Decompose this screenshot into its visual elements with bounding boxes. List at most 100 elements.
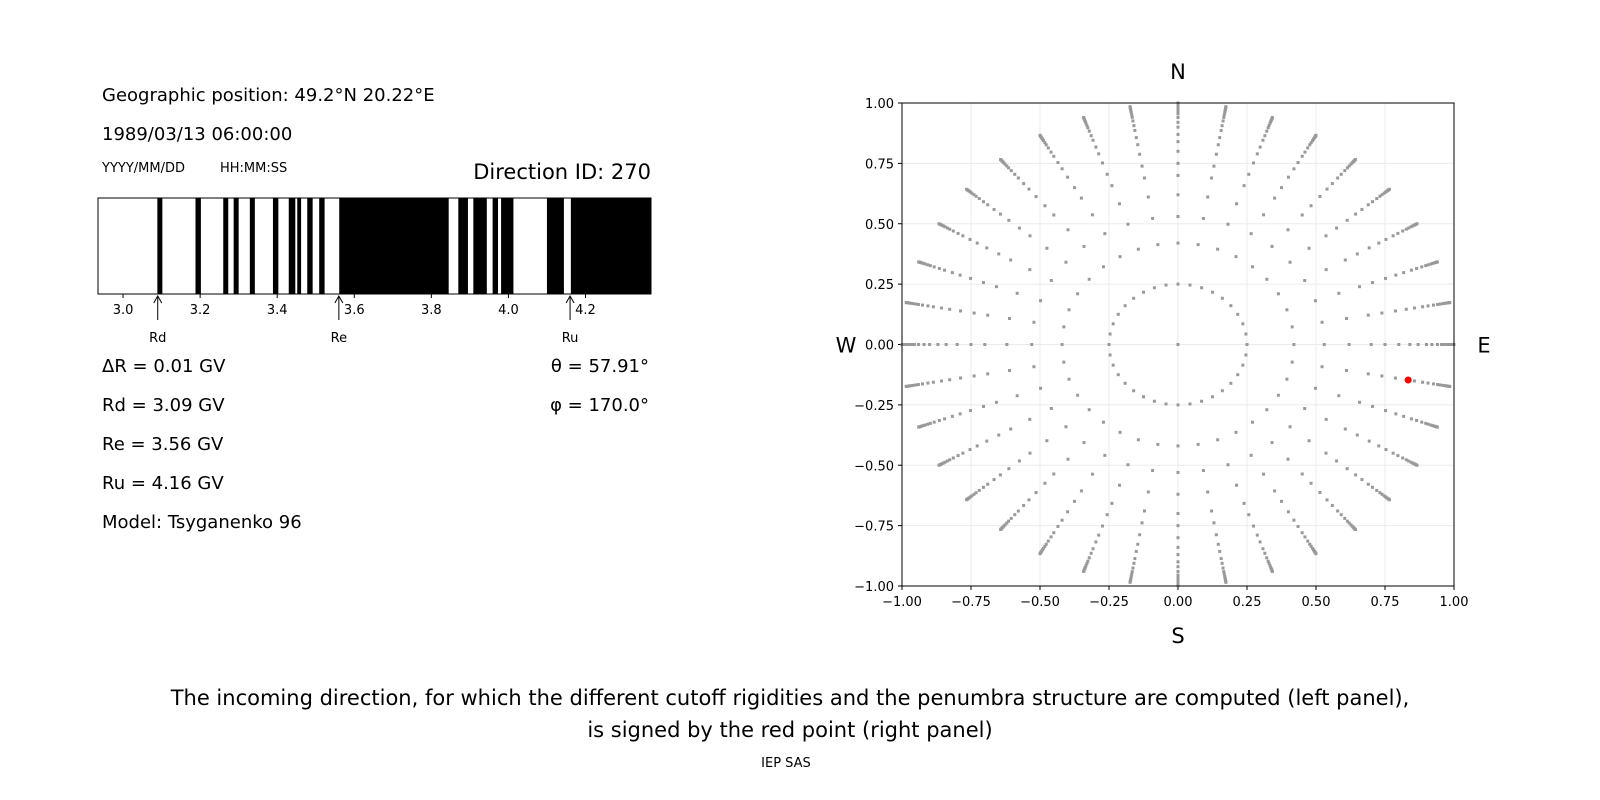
grid-point [1309,141,1313,145]
grid-point [921,424,925,428]
grid-point [999,158,1003,162]
grid-point [1056,161,1060,165]
grid-point [1440,343,1444,346]
grid-point [1076,393,1080,397]
grid-point [1401,456,1405,460]
grid-point [1140,164,1144,168]
forbidden-band [249,198,255,294]
grid-point [1431,261,1435,265]
grid-point [1366,482,1370,486]
grid-point [926,263,930,267]
grid-point [1039,386,1043,390]
forbidden-band [339,198,449,294]
grid-point [1366,313,1370,317]
grid-point [1082,116,1086,120]
grid-point [1216,143,1220,147]
grid-point [1245,343,1249,346]
grid-point [1015,394,1019,398]
grid-point [1176,107,1180,111]
caption-line-1: The incoming direction, for which the di… [170,686,1410,710]
grid-point [921,261,925,265]
forbidden-band [307,198,313,294]
grid-point [1049,406,1053,410]
grid-point [1436,302,1440,306]
forbidden-band [570,198,651,294]
grid-point [1394,273,1398,277]
grid-point [985,246,989,250]
grid-point [1242,501,1246,505]
grid-point [968,448,972,452]
rd-value: Rd = 3.09 GV [102,395,225,416]
grid-point [992,207,996,211]
grid-point [1355,433,1359,437]
grid-point [1027,498,1031,502]
grid-point [1176,132,1180,136]
grid-point [1176,173,1180,177]
grid-point [1244,332,1248,336]
grid-point [1309,481,1313,485]
grid-point [1118,430,1122,434]
grid-point [948,458,952,462]
grid-point [917,425,921,429]
grid-point [1408,343,1412,346]
grid-point [1224,105,1228,109]
x-tick-label: 3.4 [267,303,288,318]
grid-point [1360,207,1364,211]
grid-point [943,225,947,229]
grid-point [948,227,952,231]
grid-point [948,378,952,382]
grid-point [1136,542,1140,546]
re-value: Re = 3.56 GV [102,434,224,455]
grid-point [1347,521,1351,525]
grid-point [1176,578,1180,582]
grid-point [1393,376,1397,380]
grid-point [1412,306,1416,310]
grid-point [972,374,976,378]
forbidden-band [288,198,296,294]
grid-point [1022,503,1026,507]
grid-point [1407,459,1411,463]
grid-point [1066,175,1070,179]
grid-point [1146,195,1150,199]
grid-point [1255,152,1259,156]
grid-point [1424,264,1428,268]
grid-point [1216,438,1220,442]
grid-point [937,267,941,271]
model: Model: Tsyganenko 96 [102,512,302,533]
forbidden-band [223,198,229,294]
grid-point [1211,290,1214,294]
grid-point [1052,154,1056,158]
grid-point [1401,229,1405,233]
grid-point [1229,304,1233,308]
grid-point [965,187,969,191]
grid-point [1129,111,1133,115]
grid-point [1101,420,1105,424]
grid-point [931,305,935,309]
grid-point [1052,531,1056,535]
grid-point [1404,227,1408,231]
grid-point [1270,569,1274,573]
theta-value: θ = 57.91° [550,356,649,377]
grid-point [1140,521,1144,525]
grid-point [1034,490,1038,494]
grid-point [1045,246,1049,250]
grid-point [1288,425,1292,429]
grid-point [1126,463,1130,467]
x-tick-label: 0.00 [1164,595,1193,610]
grid-point [1367,439,1371,443]
grid-point [958,412,962,416]
grid-point [1196,442,1200,446]
grid-point [1027,187,1031,191]
grid-point [1043,544,1047,548]
grid-point [1116,373,1120,377]
grid-point [1214,152,1218,156]
grid-point [1358,400,1362,404]
grid-point [1043,481,1047,485]
grid-point [1261,547,1265,551]
grid-point [1151,216,1155,220]
grid-point [1032,320,1036,324]
grid-point [969,276,973,280]
grid-point [1009,169,1013,173]
grid-point [1355,252,1359,256]
grid-point [1387,498,1391,502]
